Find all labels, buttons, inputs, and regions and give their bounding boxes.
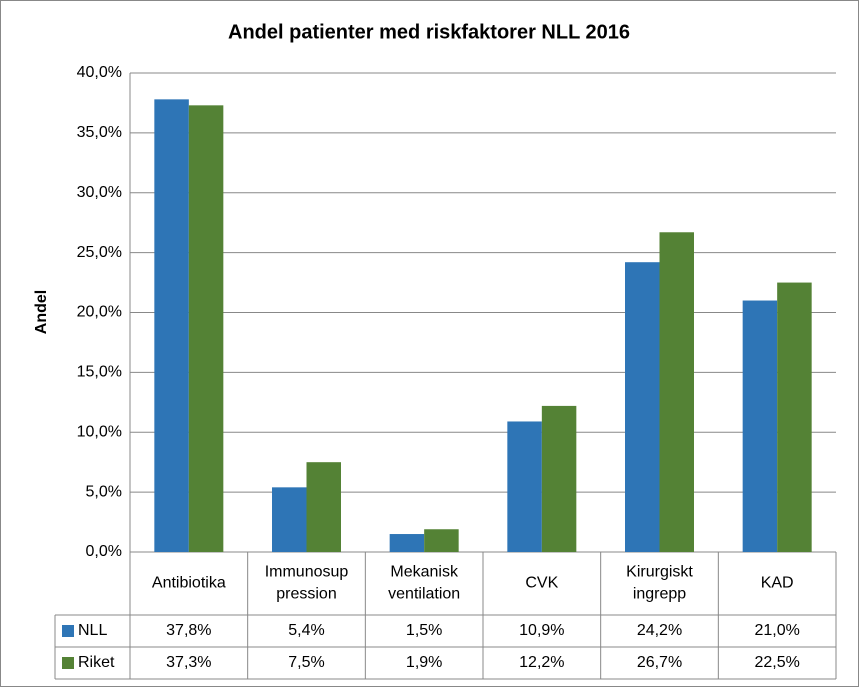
y-tick-label: 40,0%: [77, 64, 122, 81]
bar: [154, 99, 189, 552]
x-tick-label: KAD: [761, 575, 794, 592]
data-label: 10,9%: [519, 622, 564, 639]
data-label: 24,2%: [637, 622, 682, 639]
bar: [389, 534, 425, 552]
x-tick-label: Kirurgiskt ingrepp: [626, 564, 693, 603]
legend-label: Riket: [78, 654, 115, 671]
bar: [777, 282, 812, 552]
bar: [625, 262, 660, 552]
data-label: 1,5%: [406, 622, 442, 639]
x-tick-label: CVK: [525, 575, 558, 592]
bar: [272, 487, 307, 552]
x-tick-label: Immunosup pression: [265, 564, 349, 603]
y-tick-label: 15,0%: [77, 364, 122, 381]
y-tick-label: 10,0%: [77, 423, 122, 440]
y-tick-label: 25,0%: [77, 244, 122, 261]
y-tick-label: 20,0%: [77, 304, 122, 321]
data-label: 37,3%: [166, 654, 211, 671]
data-label: 26,7%: [637, 654, 682, 671]
bar: [188, 105, 224, 553]
legend-swatch: [62, 657, 74, 669]
bar: [424, 529, 459, 552]
bar: [507, 421, 542, 552]
data-label: 5,4%: [288, 622, 324, 639]
y-tick-label: 30,0%: [77, 184, 122, 201]
bar: [306, 462, 341, 552]
bar: [742, 300, 778, 552]
data-label: 7,5%: [288, 654, 324, 671]
x-tick-label: Antibiotika: [152, 575, 226, 592]
y-tick-label: 5,0%: [86, 483, 122, 500]
y-axis-label: Andel: [33, 290, 50, 334]
legend-label: NLL: [78, 622, 107, 639]
chart-title: Andel patienter med riskfaktorer NLL 201…: [228, 21, 630, 43]
x-tick-label: Mekanisk ventilation: [388, 564, 460, 603]
y-tick-label: 35,0%: [77, 124, 122, 141]
data-label: 37,8%: [166, 622, 211, 639]
data-label: 1,9%: [406, 654, 442, 671]
legend-swatch: [62, 625, 74, 637]
bar: [659, 232, 694, 552]
data-label: 12,2%: [519, 654, 564, 671]
bar: [541, 405, 577, 552]
y-tick-label: 0,0%: [86, 543, 122, 560]
data-label: 21,0%: [754, 622, 799, 639]
data-label: 22,5%: [754, 654, 799, 671]
